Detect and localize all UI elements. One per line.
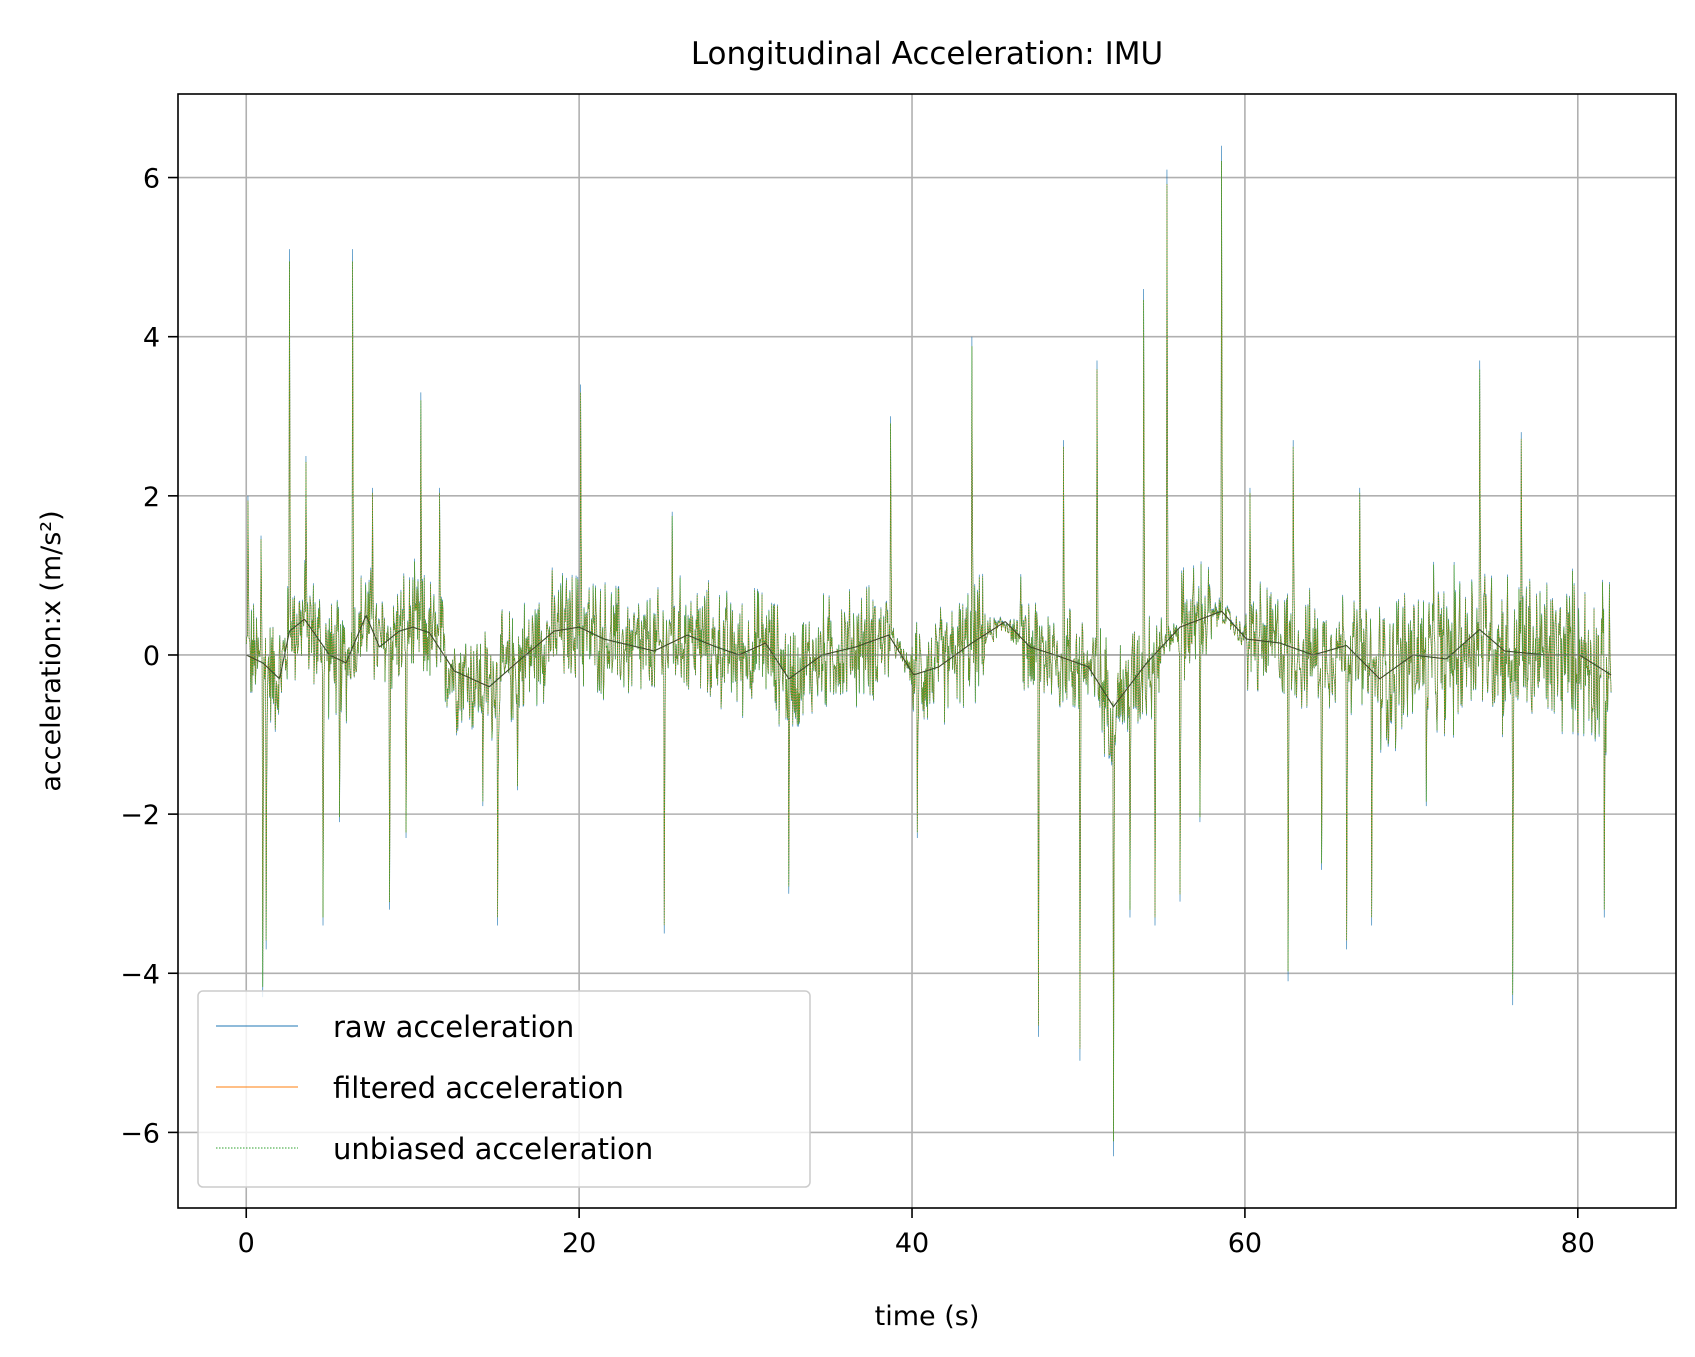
legend-label-raw: raw acceleration <box>333 1010 574 1044</box>
series-filtered-acceleration <box>245 160 1612 1142</box>
y-tick-label: 4 <box>143 323 160 354</box>
x-tick-label: 20 <box>562 1228 596 1259</box>
x-axis-ticks: 0 20 40 60 80 <box>238 1208 1595 1259</box>
x-axis-label: time (s) <box>875 1301 980 1332</box>
series-raw-acceleration <box>245 145 1612 1157</box>
bias-trend-line <box>246 610 1612 708</box>
y-tick-label: 2 <box>143 482 160 513</box>
y-tick-label: 0 <box>143 641 160 672</box>
y-tick-label: −4 <box>120 959 160 990</box>
legend-frame <box>197 990 811 1188</box>
x-tick-label: 60 <box>1228 1228 1262 1259</box>
y-tick-label: 6 <box>143 164 160 195</box>
x-tick-label: 0 <box>238 1228 255 1259</box>
legend-label-filtered: filtered acceleration <box>333 1071 624 1105</box>
y-tick-label: −2 <box>120 800 160 831</box>
chart-title: Longitudinal Acceleration: IMU <box>691 36 1163 72</box>
plot-area-frame <box>177 93 1677 1209</box>
legend: raw acceleration filtered acceleration u… <box>197 990 811 1188</box>
x-tick-label: 40 <box>895 1228 929 1259</box>
x-tick-label: 80 <box>1561 1228 1595 1259</box>
y-axis-label: acceleration:x (m/s²) <box>36 510 67 791</box>
y-axis-ticks: −6 −4 −2 0 2 4 6 <box>120 164 178 1149</box>
y-tick-label: −6 <box>120 1118 160 1149</box>
legend-label-unbiased: unbiased acceleration <box>333 1132 653 1166</box>
series-lines <box>245 145 1612 1157</box>
